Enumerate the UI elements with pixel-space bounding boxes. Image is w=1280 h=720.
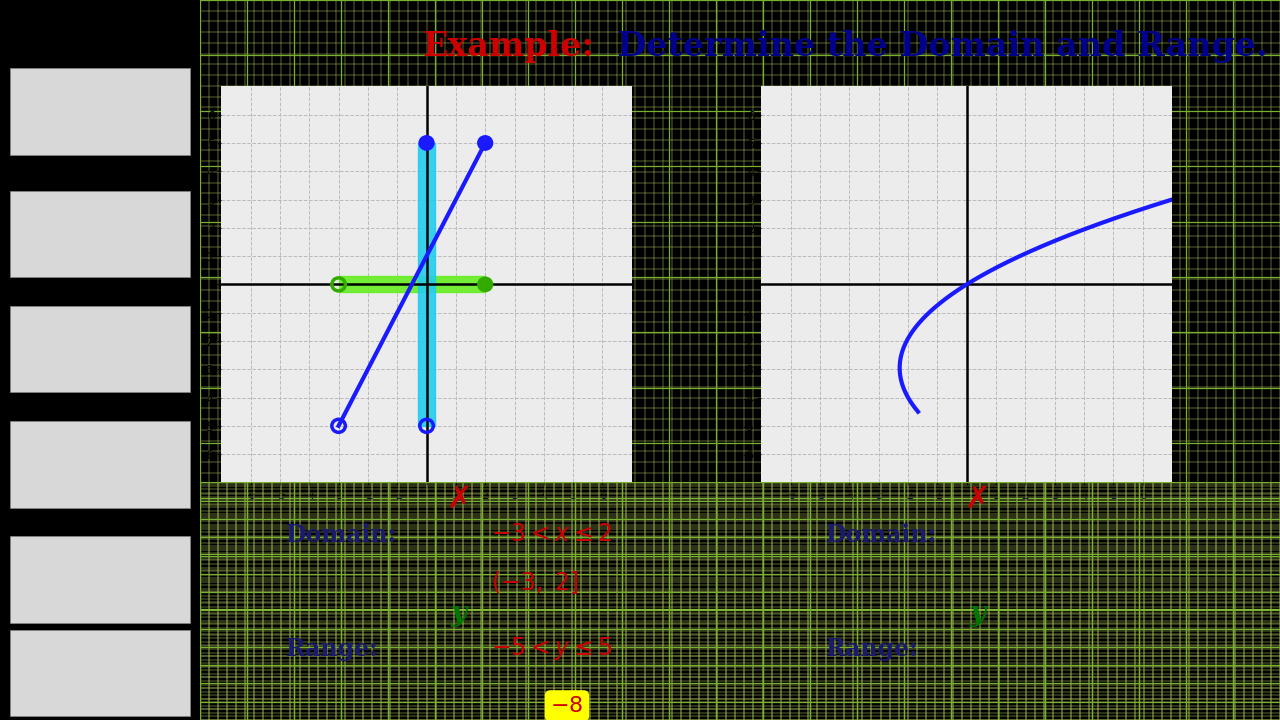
FancyBboxPatch shape — [10, 306, 189, 392]
FancyBboxPatch shape — [10, 536, 189, 623]
Text: Range:: Range: — [287, 636, 379, 661]
Text: y: y — [969, 600, 986, 626]
Text: Domain:: Domain: — [827, 523, 937, 546]
Text: $-5 < y \leq 5$: $-5 < y \leq 5$ — [492, 635, 613, 662]
FancyBboxPatch shape — [10, 421, 189, 508]
Text: ✗: ✗ — [447, 485, 472, 513]
Circle shape — [420, 137, 434, 150]
Text: Range:: Range: — [827, 636, 919, 661]
Text: ✗: ✗ — [965, 485, 991, 513]
Text: $-8$: $-8$ — [550, 696, 584, 716]
FancyBboxPatch shape — [10, 191, 189, 277]
Text: $(-3,\ 2]$: $(-3,\ 2]$ — [492, 569, 580, 595]
Text: Domain:: Domain: — [287, 523, 397, 546]
FancyBboxPatch shape — [10, 68, 189, 155]
Text: $-3 < x \leq 2$: $-3 < x \leq 2$ — [492, 523, 613, 546]
Text: Example:: Example: — [422, 30, 594, 63]
Text: Determine the Domain and Range.: Determine the Domain and Range. — [594, 30, 1268, 63]
Circle shape — [479, 137, 492, 150]
Text: y: y — [451, 600, 467, 626]
FancyBboxPatch shape — [10, 630, 189, 716]
Circle shape — [479, 278, 492, 291]
